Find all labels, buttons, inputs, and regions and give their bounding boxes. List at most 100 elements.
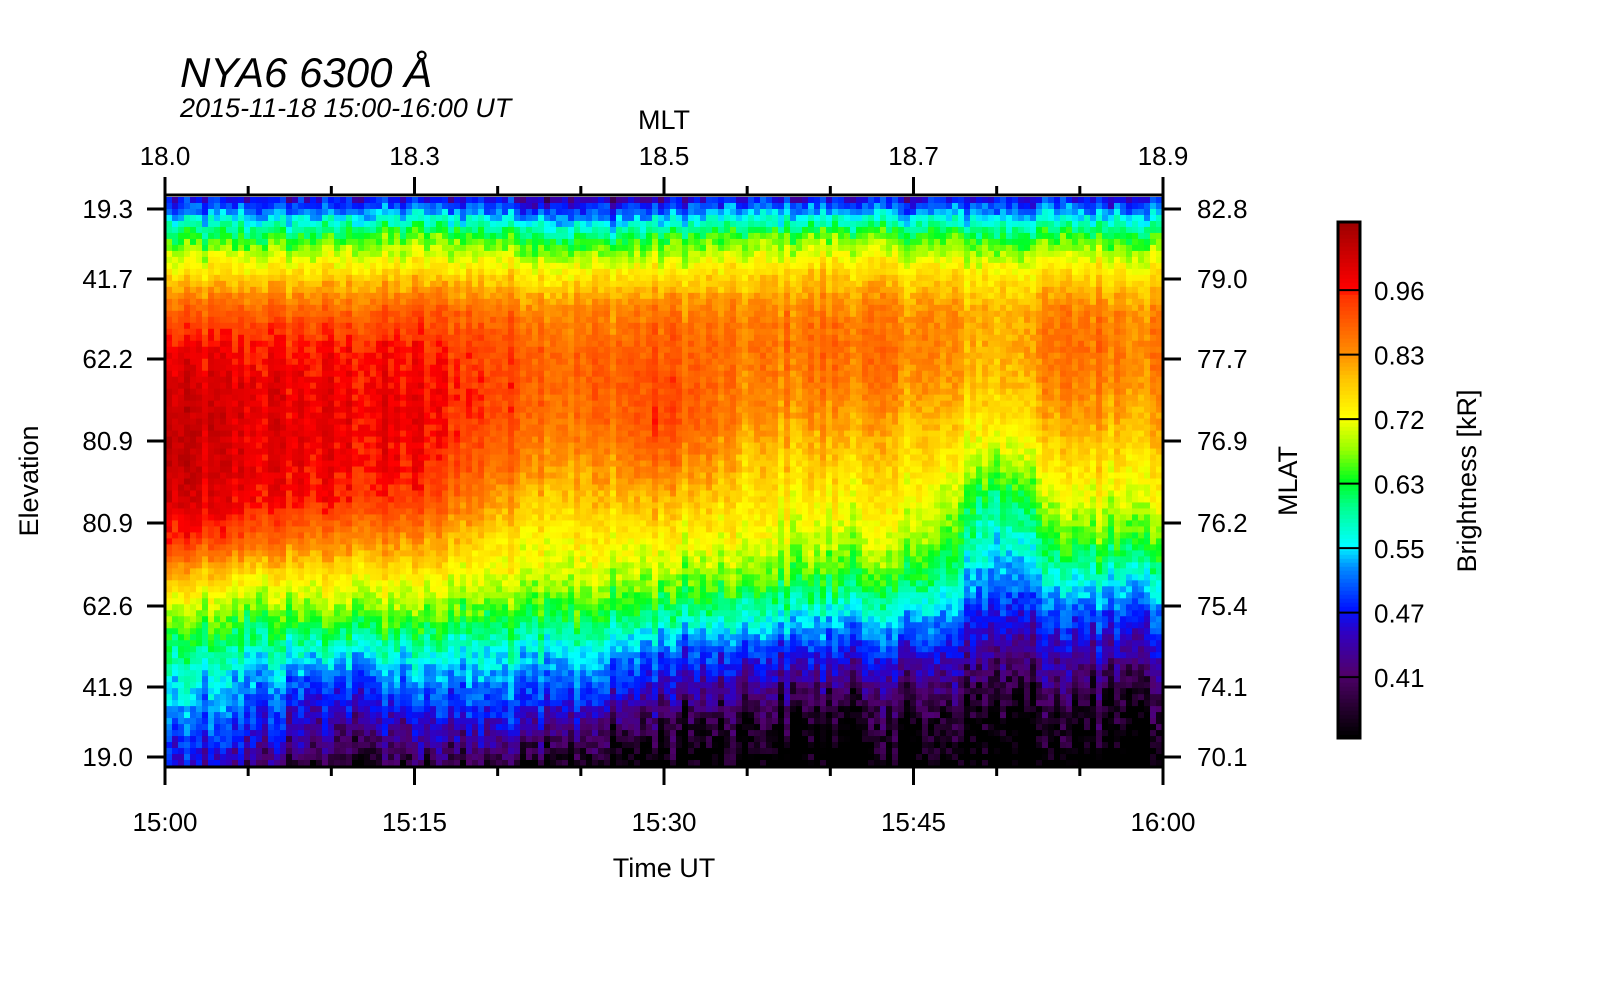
heatmap-cell (328, 550, 335, 557)
heatmap-cell (418, 712, 425, 719)
heatmap-cell (424, 736, 431, 743)
heatmap-cell (172, 436, 179, 444)
heatmap-cell (310, 490, 317, 498)
heatmap-cell (376, 760, 383, 767)
heatmap-cell (394, 286, 401, 294)
heatmap-cell (454, 316, 461, 324)
heatmap-cell (274, 316, 281, 324)
heatmap-cell (220, 730, 227, 737)
heatmap-cell (250, 514, 257, 522)
heatmap-cell (346, 730, 353, 737)
heatmap-cell (322, 496, 329, 504)
heatmap-cell (220, 454, 227, 462)
heatmap-cell (256, 214, 263, 222)
heatmap-cell (286, 310, 293, 318)
heatmap-cell (370, 640, 377, 647)
heatmap-cell (472, 598, 479, 605)
heatmap-cell (436, 604, 443, 611)
heatmap-cell (316, 694, 323, 701)
heatmap-cell (418, 646, 425, 653)
heatmap-cell (304, 262, 311, 270)
heatmap-cell (286, 478, 293, 486)
heatmap-cell (196, 742, 203, 749)
heatmap-cell (268, 430, 275, 438)
heatmap-cell (376, 262, 383, 270)
heatmap-cell (478, 472, 485, 480)
heatmap-cell (322, 286, 329, 294)
heatmap-cell (394, 574, 401, 581)
heatmap-cell (376, 322, 383, 330)
heatmap-cell (316, 742, 323, 749)
heatmap-cell (376, 238, 383, 246)
heatmap-cell (346, 532, 353, 539)
heatmap-cell (172, 520, 179, 528)
heatmap-cell (262, 304, 269, 312)
heatmap-cell (436, 718, 443, 725)
heatmap-cell (388, 454, 395, 462)
heatmap-cell (478, 340, 485, 348)
heatmap-cell (346, 598, 353, 605)
heatmap-cell (448, 748, 455, 755)
heatmap-cell (250, 334, 257, 342)
heatmap-cell (304, 724, 311, 731)
heatmap-cell (232, 424, 239, 432)
heatmap-cell (340, 448, 347, 456)
heatmap-cell (316, 310, 323, 318)
heatmap-cell (478, 208, 485, 216)
heatmap-cell (466, 706, 473, 713)
heatmap-cell (394, 232, 401, 240)
heatmap-cell (238, 472, 245, 480)
heatmap-cell (340, 424, 347, 432)
heatmap-cell (394, 730, 401, 737)
heatmap-cell (238, 268, 245, 276)
heatmap-cell (286, 400, 293, 408)
heatmap-cell (328, 376, 335, 384)
heatmap-cell (166, 670, 173, 677)
heatmap-cell (244, 430, 251, 438)
heatmap-cell (286, 760, 293, 767)
heatmap-cell (436, 610, 443, 617)
heatmap-cell (322, 688, 329, 695)
heatmap-cell (364, 310, 371, 318)
heatmap-cell (448, 466, 455, 474)
heatmap-cell (388, 340, 395, 348)
heatmap-cell (370, 466, 377, 474)
heatmap-cell (322, 220, 329, 228)
heatmap-cell (430, 382, 437, 390)
heatmap-cell (190, 454, 197, 462)
heatmap-cell (364, 244, 371, 252)
heatmap-cell (376, 598, 383, 605)
heatmap-cell (214, 694, 221, 701)
heatmap-cell (352, 412, 359, 420)
heatmap-cell (310, 688, 317, 695)
heatmap-cell (352, 424, 359, 432)
heatmap-cell (196, 472, 203, 480)
heatmap-cell (418, 658, 425, 665)
heatmap-cell (172, 658, 179, 665)
heatmap-cell (352, 724, 359, 731)
heatmap-cell (250, 568, 257, 575)
heatmap-cell (256, 364, 263, 372)
heatmap-cell (184, 244, 191, 252)
heatmap-cell (280, 694, 287, 701)
heatmap-cell (346, 544, 353, 551)
heatmap-cell (226, 310, 233, 318)
heatmap-cell (280, 730, 287, 737)
heatmap-cell (244, 550, 251, 557)
heatmap-cell (406, 436, 413, 444)
heatmap-cell (466, 646, 473, 653)
heatmap-cell (256, 694, 263, 701)
heatmap-cell (382, 370, 389, 378)
heatmap-cell (394, 364, 401, 372)
heatmap-cell (412, 508, 419, 516)
heatmap-cell (328, 412, 335, 420)
heatmap-cell (280, 688, 287, 695)
heatmap-cell (352, 700, 359, 707)
heatmap-cell (208, 574, 215, 581)
heatmap-cell (292, 622, 299, 629)
heatmap-cell (376, 226, 383, 234)
heatmap-cell (418, 232, 425, 240)
heatmap-cell (334, 340, 341, 348)
heatmap-cell (184, 436, 191, 444)
heatmap-cell (172, 454, 179, 462)
